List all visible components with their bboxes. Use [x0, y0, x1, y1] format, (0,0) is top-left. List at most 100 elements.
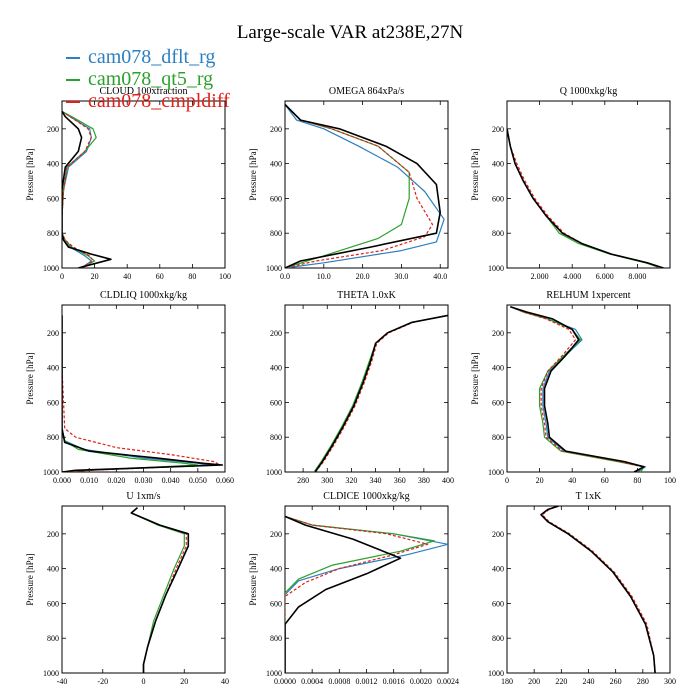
y-tick-label: 400	[47, 160, 59, 169]
series-line	[130, 507, 185, 673]
x-tick-label: 280	[297, 476, 309, 485]
x-tick-label: 380	[418, 476, 430, 485]
series-line	[510, 306, 645, 472]
legend-item: cam078_qt5_rg	[66, 68, 230, 90]
chart-panel: OMEGA 864xPa/s 200 400 600 800 1000 Pressure […	[248, 86, 449, 281]
y-tick-label: 800	[492, 229, 504, 238]
y-tick-label: 200	[47, 530, 59, 539]
series-line	[540, 506, 656, 673]
series-line	[285, 515, 402, 673]
y-tick-label: 1000	[43, 669, 59, 678]
x-tick-label: 80	[188, 272, 196, 281]
x-tick-label: 0.0	[280, 272, 290, 281]
x-tick-label: 200	[528, 677, 540, 686]
series-line	[507, 128, 663, 268]
x-tick-label: 320	[345, 476, 357, 485]
panel-title: Q 1000xkg/kg	[560, 86, 618, 97]
x-tick-label: 0.0024	[437, 677, 459, 686]
y-tick-label: 600	[47, 194, 59, 203]
y-axis-label: Pressure [hPa]	[248, 148, 258, 200]
series-line	[314, 314, 448, 472]
y-tick-label: 400	[270, 565, 282, 574]
y-tick-label: 200	[270, 125, 282, 134]
legend-label: cam078_cmpldiff	[88, 90, 230, 112]
x-tick-label: 40	[221, 677, 229, 686]
chart-panel: CLOUD 100xfraction2004006008001000Pressu…	[25, 86, 231, 281]
x-tick-label: 6.000	[596, 272, 614, 281]
y-tick-label: 200	[270, 530, 282, 539]
y-tick-label: 800	[270, 229, 282, 238]
y-tick-label: 1000	[43, 468, 59, 477]
x-tick-label: 0.0004	[301, 677, 323, 686]
y-tick-label: 1000	[488, 669, 504, 678]
y-tick-label: 400	[492, 565, 504, 574]
x-tick-label: 300	[321, 476, 333, 485]
y-axis-label: Pressure [hPa]	[470, 148, 480, 200]
y-tick-label: 600	[270, 398, 282, 407]
y-tick-label: 1000	[488, 468, 504, 477]
y-tick-label: 200	[47, 329, 59, 338]
legend-label: cam078_dflt_rg	[88, 46, 216, 68]
x-tick-label: 0.000	[53, 476, 71, 485]
x-tick-label: 40	[568, 476, 576, 485]
panel-title: U 1xm/s	[126, 491, 160, 502]
series-line	[62, 315, 224, 472]
y-axis-label: Pressure [hPa]	[25, 553, 35, 605]
series-line	[540, 506, 656, 673]
x-tick-label: 0.0008	[328, 677, 350, 686]
x-tick-label: 0.060	[216, 476, 234, 485]
plot-frame	[506, 304, 671, 473]
plot-frame	[284, 100, 449, 269]
y-axis-label: Pressure [hPa]	[248, 553, 258, 605]
y-tick-label: 1000	[266, 264, 282, 273]
y-tick-label: 600	[492, 398, 504, 407]
legend: cam078_dflt_rg cam078_qt5_rg cam078_cmpl…	[66, 46, 230, 112]
series-line	[285, 104, 445, 268]
y-tick-label: 400	[270, 364, 282, 373]
x-tick-label: 0.0012	[356, 677, 378, 686]
x-tick-label: 10.0	[317, 272, 331, 281]
x-tick-label: 0.0016	[383, 677, 405, 686]
series-line	[130, 507, 190, 673]
y-tick-label: 600	[47, 599, 59, 608]
series-line	[507, 128, 664, 268]
x-tick-label: 60	[156, 272, 164, 281]
x-tick-label: 40.0	[433, 272, 447, 281]
x-tick-label: 0.030	[135, 476, 153, 485]
x-tick-label: 100	[219, 272, 231, 281]
legend-item: cam078_dflt_rg	[66, 46, 230, 68]
x-tick-label: 360	[394, 476, 406, 485]
panel-title: CLDICE 1000xkg/kg	[323, 491, 409, 502]
x-tick-label: 4.000	[563, 272, 581, 281]
panel-title: T 1xK	[576, 491, 602, 502]
x-tick-label: 40	[123, 272, 131, 281]
y-tick-label: 800	[47, 634, 59, 643]
x-tick-label: 2.000	[531, 272, 549, 281]
series-line	[314, 314, 448, 472]
panel-title: CLDLIQ 1000xkg/kg	[100, 290, 187, 301]
y-axis-label: Pressure [hPa]	[25, 148, 35, 200]
y-tick-label: 600	[492, 599, 504, 608]
y-tick-label: 800	[492, 433, 504, 442]
x-tick-label: 0.0000	[274, 677, 296, 686]
x-tick-label: 0.010	[80, 476, 98, 485]
x-tick-label: 60	[601, 476, 609, 485]
chart-panel: CLDLIQ 1000xkg/kg 200 400 600 800 1000 Pressur…	[25, 290, 234, 485]
series-line	[62, 315, 221, 472]
figure-title: Large-scale VAR at238E,27N	[236, 22, 464, 43]
series-line	[510, 306, 643, 472]
y-tick-label: 200	[270, 329, 282, 338]
y-tick-label: 200	[47, 125, 59, 134]
x-tick-label: 30.0	[394, 272, 408, 281]
plot-frame	[61, 505, 226, 674]
chart-panel: Q 1000xkg/kg 200 400 600 800 1000 Pressure [hP…	[470, 86, 671, 281]
panel-title: RELHUM 1xpercent	[546, 290, 630, 301]
series-line	[285, 515, 435, 673]
plot-frame	[61, 304, 226, 473]
legend-label: cam078_qt5_rg	[88, 68, 214, 90]
y-tick-label: 800	[47, 229, 59, 238]
y-axis-label: Pressure [hPa]	[25, 352, 35, 404]
